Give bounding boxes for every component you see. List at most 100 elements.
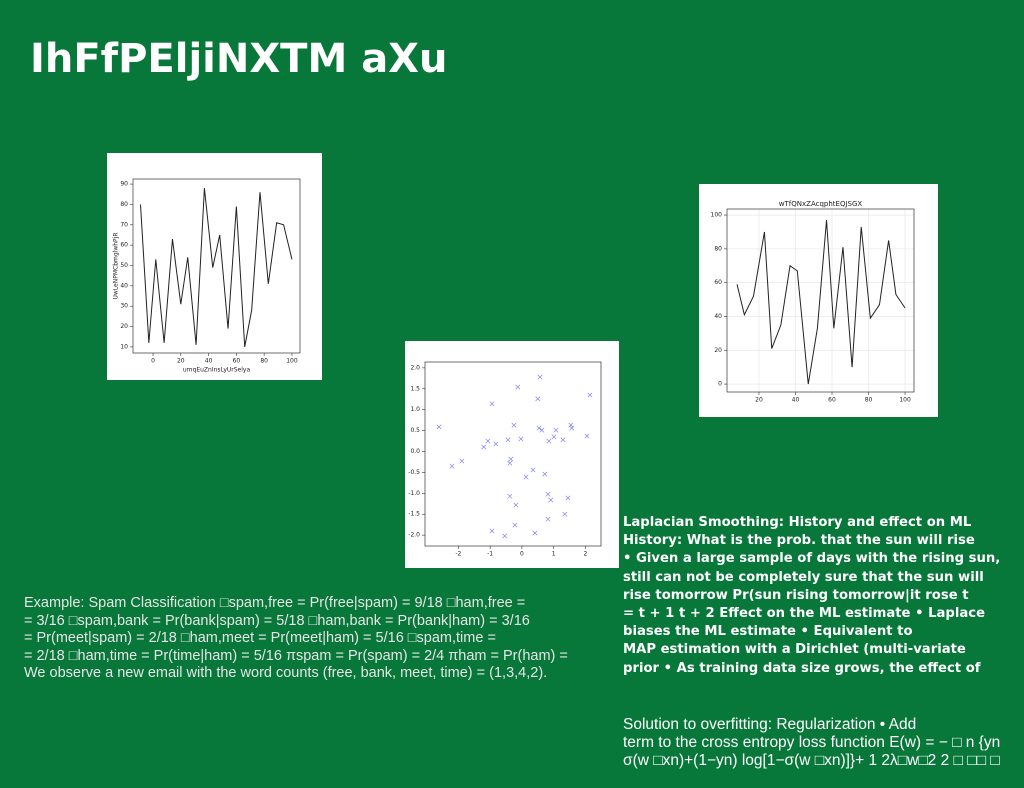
- laplacian-text: Laplacian Smoothing: History and effect …: [623, 514, 1000, 678]
- scatter-point: [584, 433, 590, 439]
- x-tick-label: 60: [233, 358, 241, 365]
- scatter-point: [568, 422, 574, 428]
- scatter-point: [539, 427, 545, 433]
- plot-frame: [726, 208, 915, 393]
- data-line: [140, 188, 293, 347]
- y-tick-label: -1.0: [408, 490, 420, 497]
- y-tick-label: 70: [120, 221, 128, 228]
- text-line: still can not be completely sure that th…: [623, 569, 984, 585]
- x-tick-label: 100: [286, 358, 298, 365]
- text-line: σ(w □xn)+(1−yn) log[1−σ(w □xn)]}+ 1 2λ□w…: [623, 752, 1000, 769]
- y-tick-label: 1.5: [410, 385, 420, 392]
- text-line: = 2/18 □ham,time = Pr(time|ham) = 5/16 π…: [24, 647, 568, 664]
- regularization-text: Solution to overfitting: Regularization …: [623, 716, 1000, 770]
- y-tick-label: 0: [718, 381, 722, 388]
- scatter-point: [507, 493, 513, 499]
- scatter-point: [513, 502, 519, 508]
- scatter-point: [489, 401, 495, 407]
- text-line: = t + 1 t + 2 Effect on the ML estimate …: [623, 606, 986, 622]
- example-text: Example: Spam Classification □spam,free …: [24, 595, 568, 683]
- scatter-point: [508, 456, 514, 462]
- chart-title: wTfQNxZAcqphtEQJSGX: [779, 200, 863, 208]
- text-line: Laplacian Smoothing: History and effect …: [623, 515, 972, 530]
- x-tick-label: 0: [151, 358, 155, 365]
- scatter-point: [536, 425, 542, 431]
- scatter-point: [551, 434, 557, 440]
- y-tick-label: 60: [714, 279, 722, 286]
- x-tick-label: 20: [755, 397, 763, 404]
- x-tick-label: -1: [487, 551, 493, 558]
- y-tick-label: 60: [120, 242, 128, 249]
- x-tick-label: 80: [260, 358, 268, 365]
- text-line: Example: Spam Classification □spam,free …: [24, 595, 526, 611]
- y-tick-label: 0.0: [410, 448, 420, 455]
- x-tick-label: 80: [865, 397, 873, 404]
- y-tick-label: 0.5: [410, 427, 420, 434]
- scatter-point: [449, 463, 455, 469]
- scatter-point: [512, 522, 518, 528]
- x-axis-label: umqEuZnInsLyUrSelya: [183, 367, 251, 374]
- data-line: [736, 220, 906, 385]
- y-tick-label: 90: [120, 181, 128, 188]
- y-tick-label: 100: [711, 212, 723, 219]
- x-tick-label: 0: [520, 551, 524, 558]
- y-tick-label: 40: [714, 313, 722, 320]
- scatter-point: [518, 436, 524, 442]
- scatter-point: [532, 530, 538, 536]
- scatter-point: [530, 467, 536, 473]
- scatter-point: [436, 424, 442, 430]
- y-tick-label: 2.0: [410, 364, 420, 371]
- scatter-point: [523, 474, 529, 480]
- scatter-point: [493, 441, 499, 447]
- scatter-point: [545, 491, 551, 497]
- x-tick-label: 40: [792, 397, 800, 404]
- scatter-point: [546, 438, 552, 444]
- y-tick-label: 80: [120, 201, 128, 208]
- scatter-point: [502, 533, 508, 539]
- scatter-point: [515, 384, 521, 390]
- text-line: biases the ML estimate • Equivalent to: [623, 624, 913, 640]
- scatter-point: [548, 497, 554, 503]
- chart-image: [699, 184, 938, 417]
- scatter-point: [553, 427, 559, 433]
- y-tick-label: 1.0: [410, 406, 420, 413]
- y-axis-label: UwLeNPMCbmglwhPjR: [113, 233, 120, 300]
- scatter-point: [569, 425, 575, 431]
- text-line: We observe a new email with the word cou…: [24, 665, 548, 681]
- y-tick-label: 50: [120, 262, 128, 269]
- y-tick-label: 20: [120, 323, 128, 330]
- scatter-point: [542, 471, 548, 477]
- y-tick-label: -1.5: [408, 511, 420, 518]
- scatter-point: [481, 444, 487, 450]
- y-tick-label: 30: [120, 303, 128, 310]
- plot-frame: [132, 178, 301, 354]
- x-tick-label: 20: [177, 358, 185, 365]
- text-line: • Given a large sample of days with the …: [623, 551, 1001, 567]
- text-line: term to the cross entropy loss function …: [623, 734, 1001, 751]
- y-tick-label: -0.5: [408, 469, 420, 476]
- chart-image: [107, 153, 322, 380]
- text-line: prior • As training data size grows, the…: [623, 660, 981, 676]
- text-line: Solution to overfitting: Regularization …: [623, 716, 917, 733]
- scatter-point: [562, 511, 568, 517]
- slide-title: IhFfPEljiNXTM aXu: [30, 36, 448, 82]
- y-tick-label: 10: [120, 343, 128, 350]
- text-line: = 3/16 □spam,bank = Pr(bank|spam) = 5/18…: [24, 612, 530, 629]
- x-tick-label: 2: [584, 551, 588, 558]
- scatter-point: [489, 528, 495, 534]
- x-tick-label: 1: [552, 551, 556, 558]
- scatter-point: [507, 460, 513, 466]
- text-line: rise tomorrow Pr(sun rising tomorrow|it …: [623, 587, 969, 603]
- scatter-point: [511, 422, 517, 428]
- plot-frame: [424, 361, 602, 547]
- scatter-point: [560, 437, 566, 443]
- x-tick-label: 40: [205, 358, 213, 365]
- chart-image: [405, 341, 619, 568]
- y-tick-label: 20: [714, 347, 722, 354]
- x-tick-label: -2: [455, 551, 461, 558]
- text-line: History: What is the prob. that the sun …: [623, 533, 975, 549]
- scatter-point: [587, 392, 593, 398]
- x-tick-label: 100: [899, 397, 911, 404]
